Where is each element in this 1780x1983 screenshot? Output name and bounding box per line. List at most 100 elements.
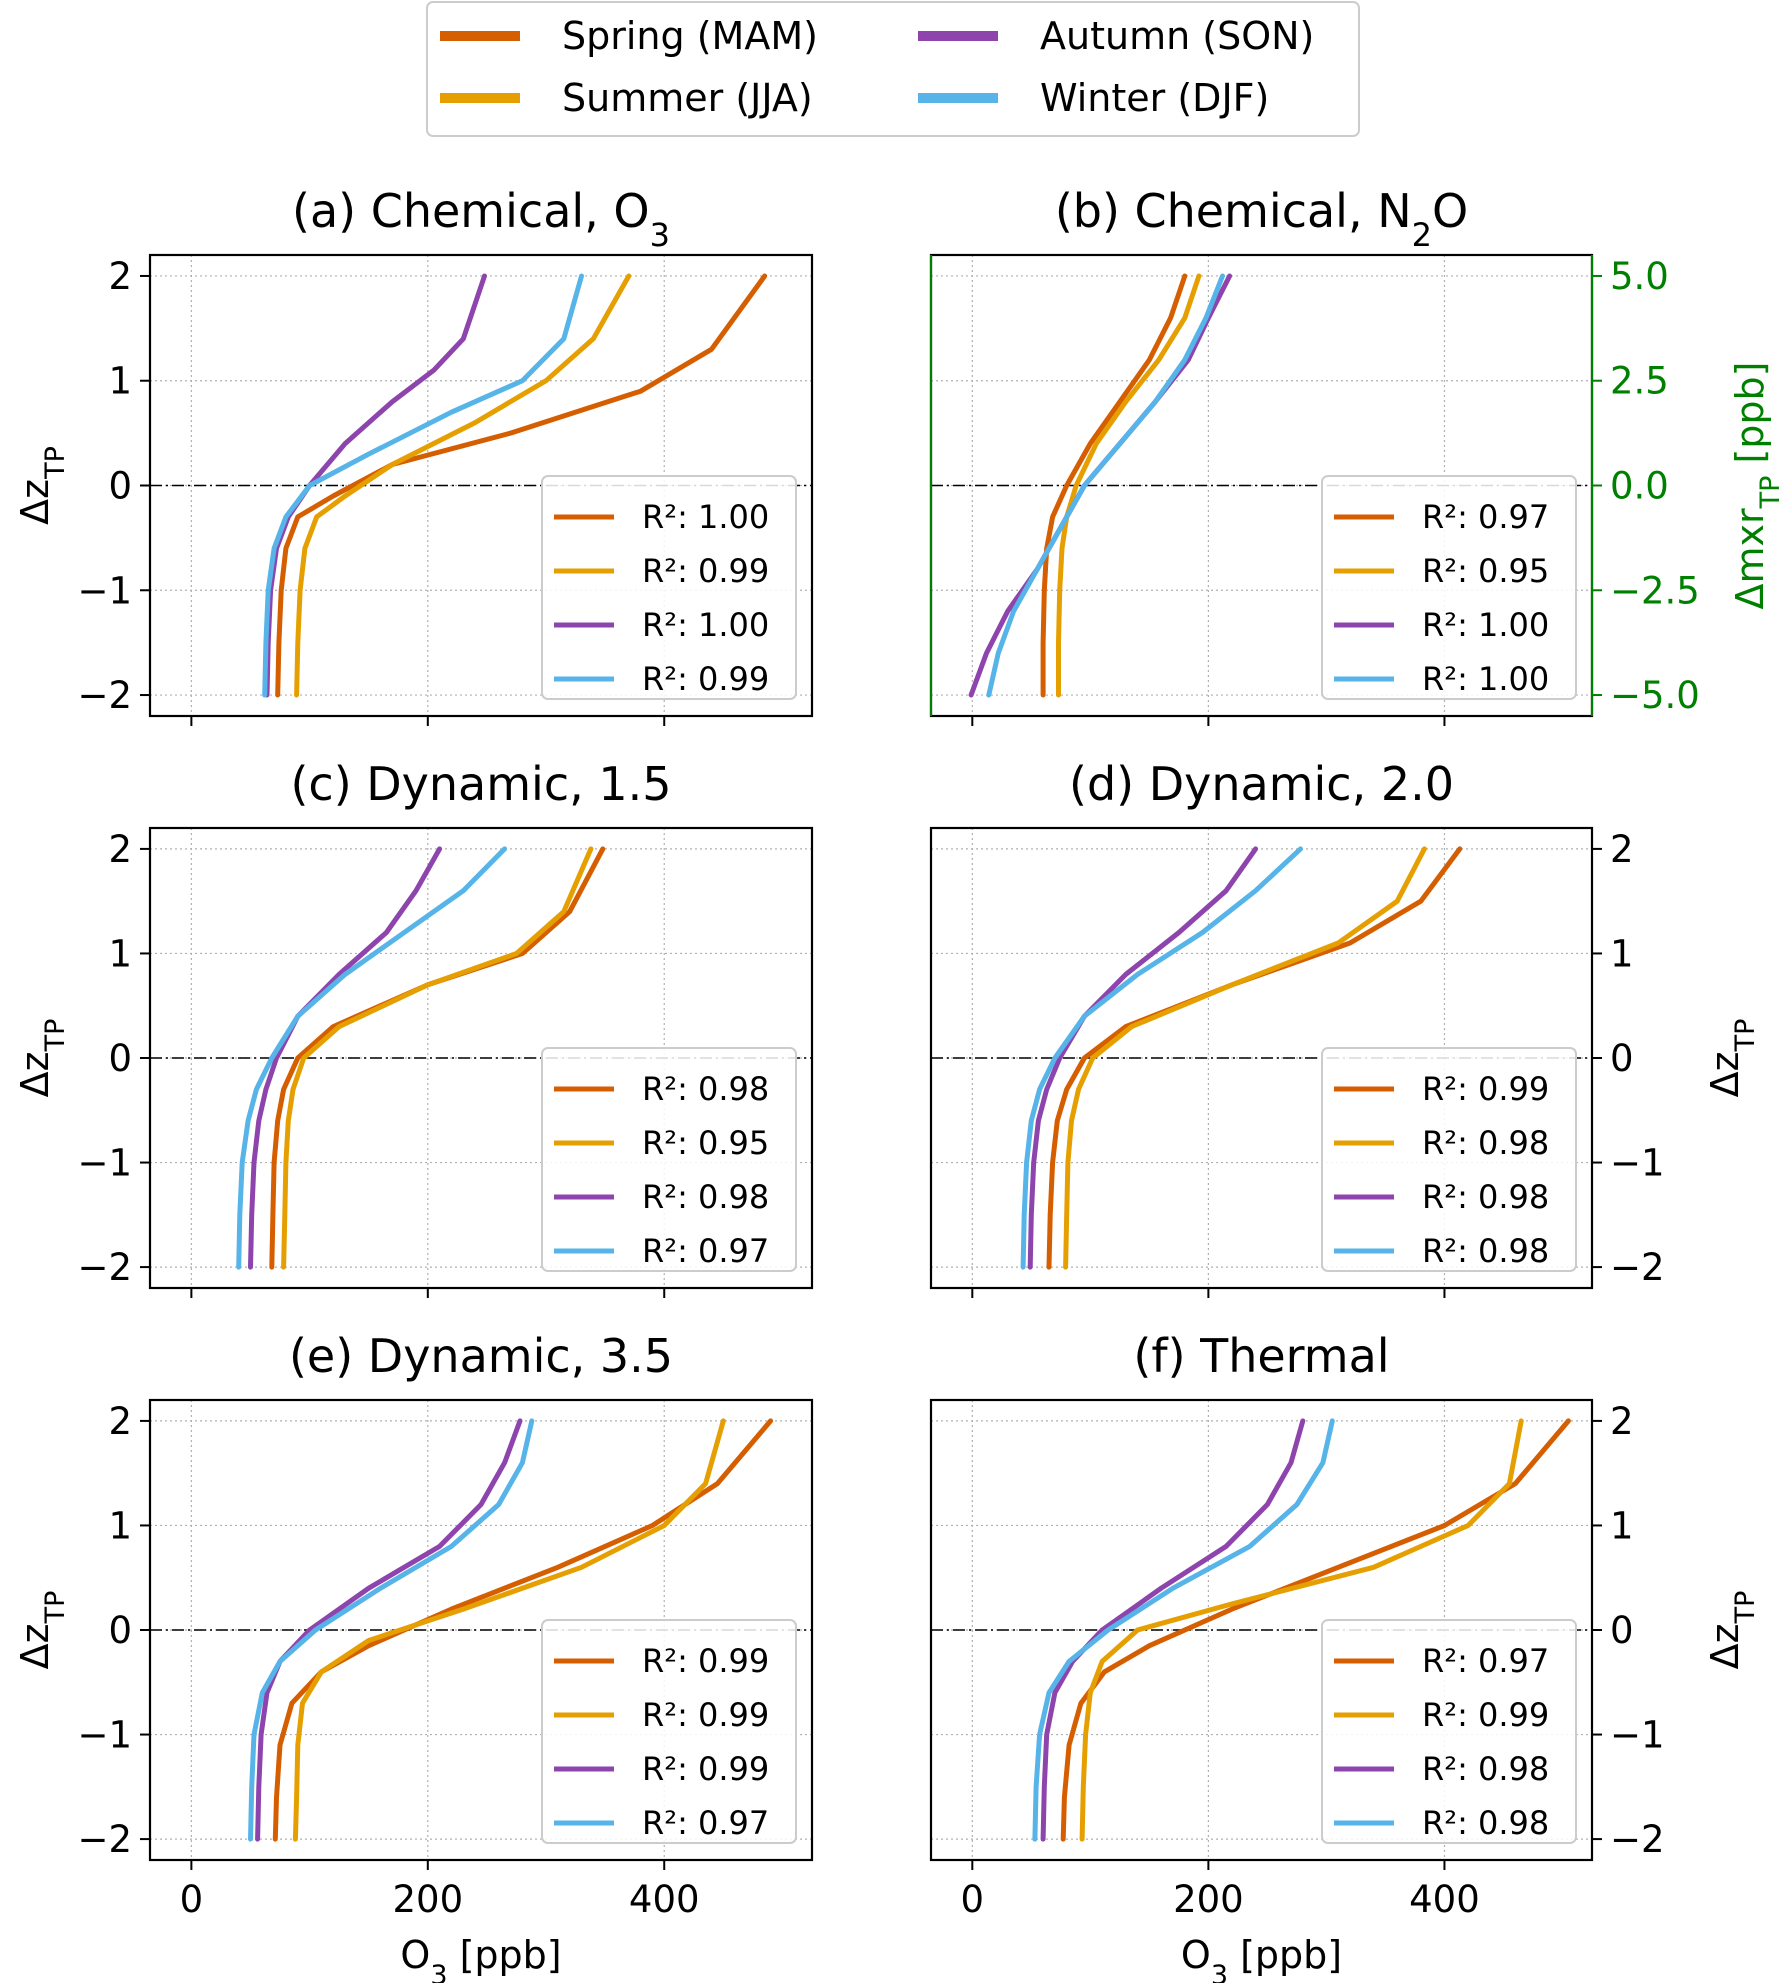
right-tick-label: 0 <box>1610 1037 1634 1080</box>
series-line-2 <box>1040 1418 1306 1842</box>
right-tick-label: −2.5 <box>1610 569 1700 612</box>
r2-legend-frame <box>1321 1047 1577 1272</box>
x-tick-label: 0 <box>180 1878 204 1921</box>
r2-legend-label: R²: 1.00 <box>642 498 769 536</box>
r2-legend-label: R²: 1.00 <box>1422 660 1549 698</box>
panel-a: −2 −1 0 1 2 (a) Chemical, O3 ΔzTP R²: 1.00 R²: 0… <box>13 184 814 726</box>
y-axis-label: ΔzTP <box>13 1591 71 1670</box>
x-tick-label: 400 <box>1409 1878 1480 1921</box>
y-tick-label: −1 <box>77 1142 132 1185</box>
r2-legend-label: R²: 0.99 <box>1422 1070 1549 1108</box>
series-line-0 <box>272 1418 774 1842</box>
r2-legend-frame <box>1321 475 1577 700</box>
right-tick-label: 1 <box>1610 1504 1634 1547</box>
series-line-1 <box>1079 1418 1524 1842</box>
series-line-2 <box>248 846 443 1270</box>
right-axis-label: ΔzTP <box>1703 1591 1761 1670</box>
series-line-1 <box>1056 273 1202 698</box>
right-tick-label: 2 <box>1610 1400 1634 1443</box>
series-line-2 <box>1027 846 1259 1270</box>
series-line-0 <box>269 846 606 1270</box>
x-axis-label: O3 [ppb] <box>1181 1933 1342 1983</box>
r2-legend-label: R²: 0.98 <box>1422 1804 1549 1842</box>
r2-legend-label: R²: 0.97 <box>1422 498 1549 536</box>
r2-legend-label: R²: 0.99 <box>642 552 769 590</box>
r2-legend-label: R²: 0.97 <box>1422 1642 1549 1680</box>
series-line-0 <box>1040 273 1188 698</box>
r2-legend-label: R²: 0.99 <box>642 1750 769 1788</box>
top-legend: Spring (MAM) Summer (JJA) Autumn (SON) Wint… <box>426 1 1360 137</box>
right-tick-label: −5.0 <box>1610 674 1700 717</box>
y-tick-label: 0 <box>108 1037 132 1080</box>
panel-e: 0 200 400 −2 −1 0 1 2 (e) Dynamic, 3.5 ΔzTP O3 [pp… <box>13 1329 814 1983</box>
panel-title: (e) Dynamic, 3.5 <box>289 1329 673 1383</box>
r2-legend-label: R²: 1.00 <box>642 606 769 644</box>
y-axis-label: ΔzTP <box>13 1019 71 1098</box>
x-tick-label: 400 <box>629 1878 700 1921</box>
r2-legend-label: R²: 0.98 <box>1422 1232 1549 1270</box>
y-tick-label: −2 <box>77 1246 132 1289</box>
panel-b: −5.0 −2.5 0.0 2.5 5.0 (b) Chemical, N2O ΔmxrTP… <box>929 184 1780 726</box>
right-tick-label: 0 <box>1610 1609 1634 1652</box>
y-tick-label: −1 <box>77 1714 132 1757</box>
r2-legend-label: R²: 0.98 <box>1422 1124 1549 1162</box>
r2-legend-label: R²: 0.97 <box>642 1804 769 1842</box>
right-tick-label: 0.0 <box>1610 465 1669 508</box>
panel-c: −2 −1 0 1 2 (c) Dynamic, 1.5 ΔzTP R²: 0.98 R²: 0… <box>13 757 814 1298</box>
series-line-2 <box>255 1418 523 1842</box>
series-line-0 <box>275 273 768 698</box>
legend-label-3: Winter (DJF) <box>1040 76 1269 120</box>
r2-legend-label: R²: 0.99 <box>1422 1696 1549 1734</box>
r2-legend-label: R²: 0.98 <box>642 1070 769 1108</box>
r2-legend-label: R²: 0.95 <box>642 1124 769 1162</box>
right-tick-label: 2 <box>1610 828 1634 871</box>
y-tick-label: 0 <box>108 465 132 508</box>
series-line-3 <box>986 273 1225 698</box>
r2-legend-frame <box>541 475 797 700</box>
panel-title: (f) Thermal <box>1133 1329 1389 1383</box>
y-tick-label: 1 <box>108 1504 132 1547</box>
right-tick-label: −1 <box>1610 1714 1665 1757</box>
y-tick-label: −2 <box>77 674 132 717</box>
right-tick-label: −2 <box>1610 1818 1665 1861</box>
panel-title: (b) Chemical, N2O <box>1055 184 1468 254</box>
y-tick-label: −1 <box>77 569 132 612</box>
y-axis-label: ΔzTP <box>13 446 71 525</box>
y-tick-label: 1 <box>108 360 132 403</box>
legend-label-0: Spring (MAM) <box>562 14 818 58</box>
x-tick-label: 0 <box>961 1878 985 1921</box>
series-line-1 <box>281 846 594 1270</box>
y-tick-label: −2 <box>77 1818 132 1861</box>
r2-legend-label: R²: 0.97 <box>642 1232 769 1270</box>
r2-legend-label: R²: 0.99 <box>642 660 769 698</box>
r2-legend-label: R²: 0.99 <box>642 1696 769 1734</box>
right-axis-label: ΔmxrTP [ppb] <box>1728 362 1780 610</box>
series-line-3 <box>1020 846 1303 1270</box>
r2-legend-label: R²: 0.95 <box>1422 552 1549 590</box>
r2-legend-frame <box>541 1047 797 1272</box>
panel-d: −2 −1 0 1 2 (d) Dynamic, 2.0 ΔzTP R²: 0.99 R²: 0… <box>929 757 1761 1298</box>
series-line-3 <box>1032 1418 1335 1842</box>
right-tick-label: −1 <box>1610 1142 1665 1185</box>
right-tick-label: 5.0 <box>1610 255 1669 298</box>
x-tick-label: 200 <box>1173 1878 1244 1921</box>
series-line-1 <box>292 1418 726 1842</box>
r2-legend-label: R²: 0.98 <box>1422 1178 1549 1216</box>
panel-title: (d) Dynamic, 2.0 <box>1069 757 1454 811</box>
legend-label-2: Autumn (SON) <box>1040 14 1314 58</box>
r2-legend-label: R²: 0.98 <box>642 1178 769 1216</box>
panel-title: (a) Chemical, O3 <box>292 184 670 254</box>
r2-legend-label: R²: 1.00 <box>1422 606 1549 644</box>
panel-f: 0 200 400 −2 −1 0 1 2 (f) Thermal ΔzTP O3 [ppb] R²:… <box>929 1329 1761 1983</box>
series-line-3 <box>236 846 508 1270</box>
r2-legend-label: R²: 0.98 <box>1422 1750 1549 1788</box>
series-line-3 <box>248 1418 535 1842</box>
right-tick-label: 2.5 <box>1610 360 1669 403</box>
r2-legend-frame <box>541 1619 797 1844</box>
series-line-0 <box>1060 1418 1571 1842</box>
right-tick-label: −2 <box>1610 1246 1665 1289</box>
y-tick-label: 1 <box>108 932 132 975</box>
right-tick-label: 1 <box>1610 932 1634 975</box>
series-line-1 <box>1063 846 1427 1270</box>
